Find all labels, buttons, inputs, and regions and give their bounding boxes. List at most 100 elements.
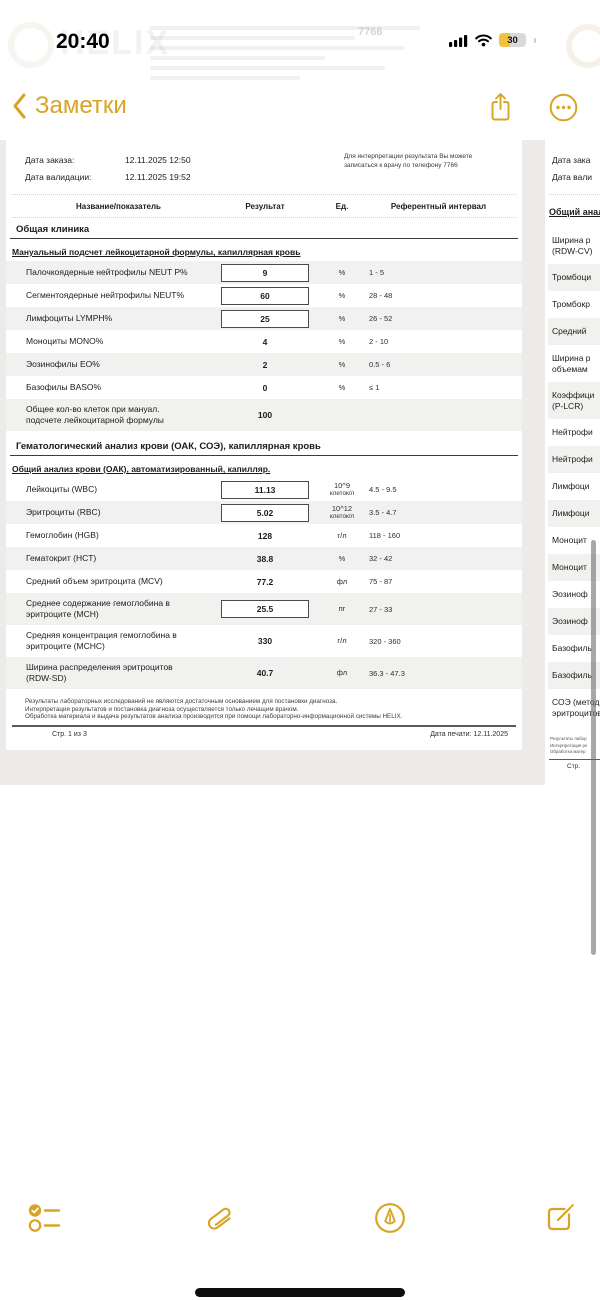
results-table-section2: Лейкоциты (WBC) 11.13 10^9 клеток/л 4.5 … [6, 478, 522, 689]
reference-interval: ≤ 1 [369, 383, 380, 392]
unit-cell: фл [336, 576, 348, 586]
bottom-toolbar [0, 1190, 600, 1250]
more-options-button[interactable] [549, 93, 578, 122]
reference-interval: 26 - 52 [369, 314, 393, 323]
order-date-row: Дата заказа: 12.11.2025 12:50 [25, 152, 522, 169]
validation-date-label: Дата валидации: [25, 172, 92, 182]
reference-interval: 1 - 5 [369, 268, 385, 277]
reference-interval: 320 - 360 [369, 636, 401, 646]
table-row: Лимфоци [548, 500, 600, 527]
result-value: 60 [221, 286, 309, 305]
result-value: 38.8 [256, 553, 274, 564]
blurred-text-line [150, 76, 300, 80]
result-value: 100 [257, 410, 273, 420]
reference-interval: 0.5 - 6 [369, 360, 391, 369]
parameter-name: Средний объем эритроцита (MCV) [26, 576, 163, 586]
parameter-name: Среднее содержание гемоглобина в эритроц… [26, 598, 170, 619]
scrollbar[interactable] [591, 540, 596, 955]
document-attachment-preview[interactable]: Дата заказа: 12.11.2025 12:50 Дата валид… [0, 90, 600, 785]
parameter-name: Сегментоядерные нейтрофилы NEUT% [26, 290, 185, 300]
parameter-name: Общее кол-во клеток при мануал. подсчете… [26, 404, 164, 425]
reference-interval: 3.5 - 4.7 [369, 508, 397, 517]
unit-cell: % [338, 553, 346, 563]
result-value: 128 [257, 530, 273, 541]
result-cell: 9 [211, 263, 319, 282]
table-header: Название/показатель Результат Ед. Рефере… [6, 195, 522, 217]
table-row: Ширина р (RDW-CV) [552, 234, 593, 256]
checklist-button[interactable] [27, 1203, 63, 1234]
results-table-section1: Палочкоядерные нейтрофилы NEUT P% 9 % 1 … [6, 261, 522, 431]
parameter-name: Эритроциты (RBC) [26, 507, 101, 517]
interpretation-note: Для интерпретации результата Вы можете з… [344, 153, 473, 169]
table-row: Ширина распределения эритроцитов (RDW-SD… [6, 657, 522, 689]
table-row: Базофиль [552, 643, 592, 653]
table-row: Общее кол-во клеток при мануал. подсчете… [6, 399, 522, 431]
unit-cell: % [338, 313, 346, 323]
reference-interval: 32 - 42 [369, 554, 393, 563]
result-value: 77.2 [256, 576, 274, 587]
lab-report-page-1[interactable]: Дата заказа: 12.11.2025 12:50 Дата валид… [6, 90, 522, 750]
result-cell: 60 [211, 286, 319, 305]
table-row: СОЭ (метод эритроцитов [552, 696, 600, 718]
result-cell: 100 [211, 407, 319, 423]
reference-interval: 27 - 33 [369, 604, 393, 614]
result-cell: 5.02 [211, 503, 319, 522]
page-number-label: Стр. [567, 762, 581, 770]
validation-date-row: Дата валидации: 12.11.2025 19:52 [25, 169, 522, 186]
markup-button[interactable] [374, 1202, 407, 1235]
unit-cell: % [338, 359, 346, 369]
result-value: 40.7 [256, 668, 274, 678]
disclaimer-line: Обработка материала и выдача результатов… [25, 713, 403, 721]
table-row: Тромбокр [552, 299, 590, 309]
unit-cell: г/л [337, 636, 347, 645]
unit-cell: % [338, 382, 346, 392]
result-value: 11.13 [221, 480, 309, 499]
table-row: Тромбоци [548, 264, 600, 291]
section-title: Общий анал [549, 207, 600, 217]
validation-date-value: 12.11.2025 19:52 [125, 172, 191, 182]
divider [549, 758, 600, 760]
parameter-name: Лимфоциты LYMPH% [26, 313, 113, 323]
disclaimer-line: Интерпретация результатов и постановка д… [25, 705, 299, 713]
cellular-signal-icon [449, 34, 468, 47]
share-button[interactable] [488, 92, 513, 123]
divider [12, 194, 516, 195]
disclaimer-text: Результаты лабор Интерпретация ре Обработк… [545, 736, 600, 756]
disclaimer-line: Результаты лабор [550, 736, 587, 741]
table-row: Эозиноф [552, 589, 588, 599]
parameter-name: Средняя концентрация гемоглобина в эритр… [26, 630, 177, 651]
battery-fill [499, 33, 510, 47]
result-value: 2 [262, 359, 268, 370]
wifi-icon [475, 34, 492, 47]
result-cell: 11.13 [211, 480, 319, 499]
result-cell: 40.7 [211, 665, 319, 681]
order-date-label: Дата заказа: [25, 155, 75, 165]
battery-cap [534, 37, 536, 43]
table-row: Ширина р объемам [552, 352, 591, 374]
table-row: Нейтрофи [548, 446, 600, 473]
divider [12, 724, 516, 727]
unit-cell: фл [336, 668, 348, 677]
column-header-result: Результат [245, 201, 285, 211]
home-indicator[interactable] [195, 1288, 405, 1297]
status-bar: 20:40 30 [0, 0, 600, 58]
table-row: Средняя концентрация гемоглобина в эритр… [6, 625, 522, 657]
page-footer: Стр. 1 из 3 Дата печати: 12.11.2025 [6, 727, 522, 738]
table-row: Моноциты MONO% 4 % 2 - 10 [6, 330, 522, 353]
battery-icon: 30 [499, 33, 526, 47]
page-number-label: Стр. 1 из 3 [52, 730, 87, 738]
unit-cell: % [338, 336, 346, 346]
result-value: 25.5 [221, 600, 309, 618]
back-button[interactable]: Заметки [12, 92, 127, 120]
result-cell: 77.2 [211, 574, 319, 590]
attachment-button[interactable] [204, 1202, 235, 1235]
unit-cell: г/л [337, 530, 347, 540]
reference-interval: 2 - 10 [369, 337, 389, 346]
table-row: Нейтрофи [552, 427, 593, 437]
table-row: Средний объем эритроцита (MCV) 77.2 фл 7… [6, 570, 522, 593]
compose-button[interactable] [545, 1203, 576, 1234]
table-row: Средний [548, 318, 600, 345]
unit-cell: пг [338, 604, 346, 613]
lab-report-page-2[interactable]: Дата зака Дата вали Общий анал Ширина р … [545, 90, 600, 785]
